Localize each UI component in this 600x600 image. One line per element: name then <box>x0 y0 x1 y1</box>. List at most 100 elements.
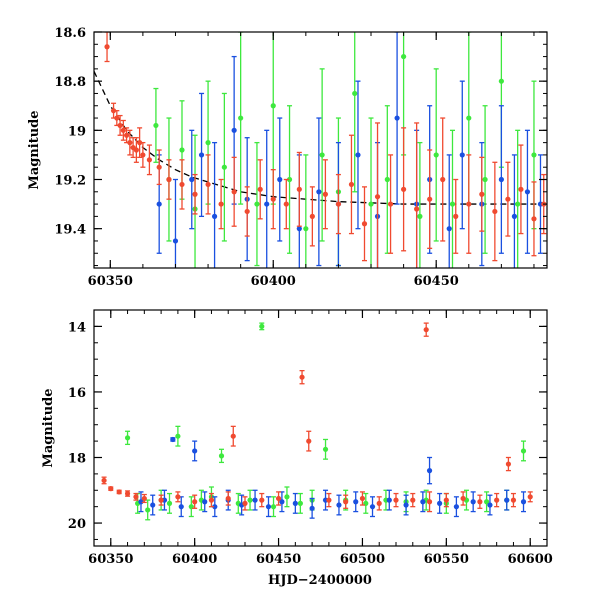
x-tick-label: 60400 <box>251 274 296 289</box>
green-data-point <box>179 147 185 153</box>
green-data-point <box>238 115 244 121</box>
green-data-point <box>449 201 456 207</box>
bottom-xlabel: HJD−2400000 <box>268 573 372 588</box>
red-data-point <box>230 433 236 439</box>
red-data-point <box>296 186 302 192</box>
red-data-point <box>423 327 429 333</box>
green-data-point <box>145 507 151 513</box>
y-tick-label: 19.2 <box>54 174 86 189</box>
top-axes: 60350 60400 60450 18.6 18.8 19 19.2 19.4 <box>54 26 547 289</box>
red-data-point <box>137 140 143 146</box>
red-data-point <box>322 191 328 197</box>
red-data-point <box>393 497 399 503</box>
green-series <box>153 32 537 268</box>
red-data-point <box>348 181 355 188</box>
red-data-point <box>479 191 485 197</box>
blue-data-point <box>511 213 518 219</box>
red-data-point <box>104 44 110 50</box>
top-plot-area <box>94 32 547 268</box>
blue-data-point <box>520 499 527 505</box>
red-data-point <box>335 201 342 207</box>
x-tick-label: 60350 <box>88 274 133 289</box>
red-data-point <box>518 186 524 192</box>
model-curve <box>94 71 547 205</box>
red-data-point <box>116 489 122 495</box>
green-data-point <box>284 494 290 500</box>
blue-data-point <box>212 504 218 510</box>
x-tick-label: 60450 <box>256 552 301 567</box>
green-data-point <box>417 213 423 219</box>
red-data-point <box>492 208 498 215</box>
green-data-point <box>218 453 225 459</box>
red-data-point <box>124 490 131 497</box>
red-data-point <box>123 132 130 138</box>
blue-data-point <box>202 499 208 505</box>
red-data-point <box>192 191 198 197</box>
green-data-point <box>297 500 303 506</box>
red-data-point <box>505 461 512 467</box>
y-tick-label: 20 <box>68 517 86 532</box>
red-data-point <box>440 176 446 183</box>
red-data-point <box>427 196 433 202</box>
blue-data-point <box>437 500 443 506</box>
red-data-point <box>270 196 276 202</box>
green-data-point <box>166 500 173 506</box>
green-data-point <box>484 499 490 505</box>
red-data-point <box>156 164 162 170</box>
top-plot-frame <box>93 31 548 269</box>
blue-data-point <box>189 176 195 183</box>
red-data-point <box>141 495 147 502</box>
red-data-point <box>127 140 133 146</box>
green-data-point <box>319 152 325 158</box>
red-data-point <box>283 201 289 207</box>
blue-data-point <box>386 497 392 503</box>
x-tick-label: 60500 <box>340 552 385 567</box>
green-data-point <box>352 90 358 97</box>
red-data-point <box>218 201 224 207</box>
blue-data-point <box>470 499 476 505</box>
red-data-point <box>166 176 172 183</box>
green-data-point <box>515 201 521 207</box>
red-data-point <box>114 115 120 121</box>
blue-data-point <box>172 238 179 244</box>
blue-series <box>138 436 527 519</box>
red-data-point <box>401 186 407 192</box>
blue-data-point <box>156 201 162 207</box>
red-data-point <box>110 108 117 114</box>
blue-data-point <box>309 505 315 511</box>
blue-data-point <box>336 502 342 508</box>
blue-data-point <box>498 176 504 183</box>
green-data-point <box>124 435 131 441</box>
red-data-point <box>460 495 466 502</box>
red-data-point <box>426 499 433 505</box>
blue-data-point <box>150 502 156 508</box>
red-data-point <box>146 157 153 163</box>
bottom-plot-area <box>101 322 533 521</box>
green-data-point <box>384 176 390 183</box>
y-tick-label: 19 <box>68 124 86 139</box>
x-tick-label: 60400 <box>172 552 217 567</box>
blue-data-point <box>353 499 359 505</box>
green-data-point <box>368 201 374 207</box>
red-data-point <box>410 497 416 503</box>
blue-data-point <box>369 504 376 510</box>
blue-data-point <box>264 201 270 207</box>
blue-data-point <box>252 497 258 503</box>
red-data-point <box>231 189 237 195</box>
blue-data-point <box>355 152 361 158</box>
green-data-point <box>205 140 211 146</box>
red-data-point <box>505 196 511 202</box>
red-data-point <box>275 495 282 502</box>
green-data-point <box>433 152 439 158</box>
green-data-point <box>175 433 181 439</box>
blue-data-point <box>504 497 510 503</box>
y-tick-label: 18 <box>68 452 86 467</box>
red-data-point <box>299 374 305 380</box>
red-data-point <box>343 499 349 505</box>
red-data-point <box>133 494 139 500</box>
red-data-point <box>453 213 459 219</box>
red-data-point <box>306 438 312 444</box>
green-data-point <box>247 497 253 503</box>
bottom-plot-frame <box>93 309 548 547</box>
